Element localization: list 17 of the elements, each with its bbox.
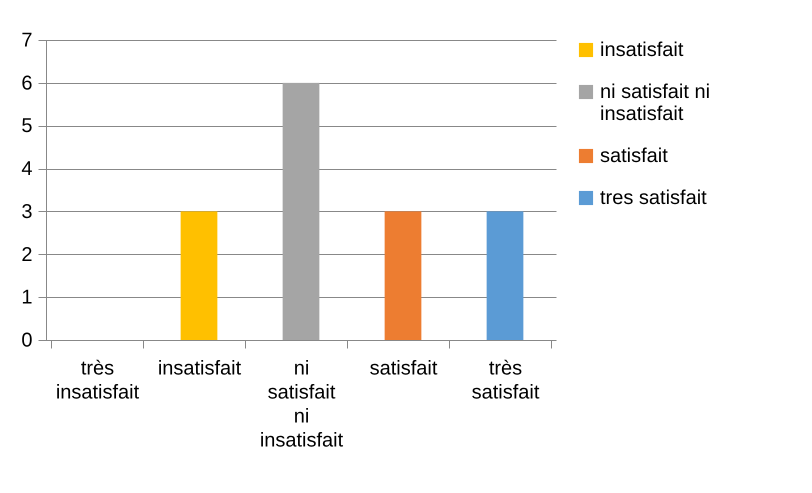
y-tick-label: 0 [21,330,32,352]
x-tick-label: très insatisfait [56,358,140,404]
y-tick-label: 2 [21,244,32,266]
x-tick-label: ni satisfait ni insatisfait [260,358,344,452]
x-tick-label: insatisfait [158,358,242,380]
x-tick-label: très satisfait [472,358,540,404]
y-tick-label: 5 [21,115,32,138]
y-tick-label: 4 [21,158,32,180]
y-tick-label: 7 [21,30,32,52]
legend-label: tres satisfait [600,187,708,209]
legend-label: ni satisfait ni insatisfait [600,81,710,125]
x-tick-label: satisfait [370,358,438,380]
y-tick-label: 3 [21,200,32,223]
legend-label: insatisfait [600,39,684,61]
y-tick-label: 6 [21,72,32,94]
legend-label: satisfait [600,145,668,167]
y-tick-label: 1 [21,286,32,309]
